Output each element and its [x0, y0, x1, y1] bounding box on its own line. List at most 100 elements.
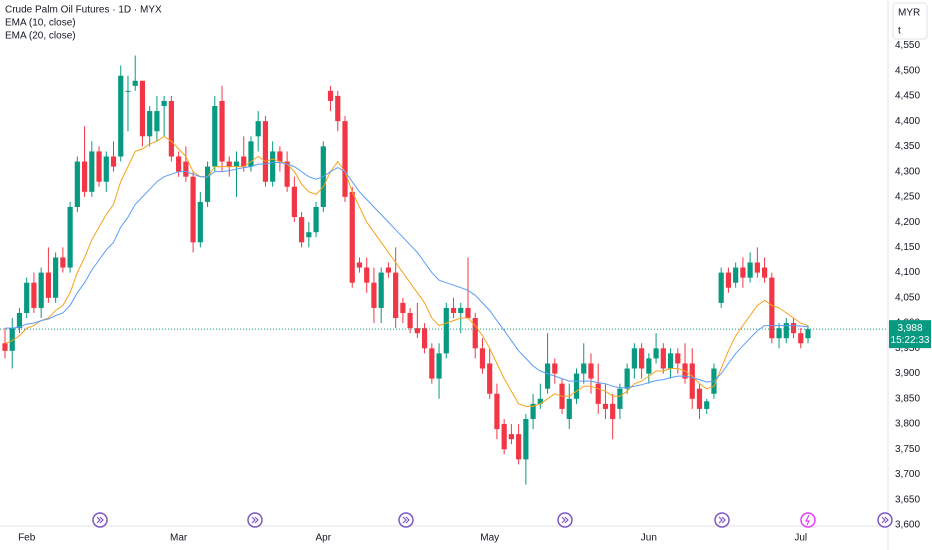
- candle-body: [465, 307, 471, 319]
- candle-body: [733, 267, 739, 283]
- candle-body: [653, 348, 659, 359]
- candle-body: [472, 318, 478, 349]
- candle-body: [183, 161, 189, 177]
- y-tick-label: 3,750: [895, 444, 920, 455]
- y-tick-label: 3,850: [895, 393, 920, 404]
- candle-body: [356, 262, 363, 268]
- candle-body: [689, 363, 695, 399]
- candle-body: [544, 363, 551, 389]
- event-icon[interactable]: [398, 512, 414, 528]
- event-icon[interactable]: [557, 512, 573, 528]
- candle-body: [805, 329, 811, 339]
- candle-body: [45, 272, 52, 298]
- candle-body: [96, 151, 102, 182]
- legend-entry: EMA (10, close): [5, 18, 76, 29]
- candle-body: [646, 358, 652, 374]
- candle-body: [631, 348, 637, 369]
- candle-body: [291, 186, 297, 218]
- event-icon[interactable]: [877, 512, 893, 528]
- candle-body: [458, 307, 464, 313]
- x-tick-label: May: [480, 533, 499, 544]
- candle-body: [60, 257, 66, 268]
- x-tick-label: Apr: [316, 533, 332, 544]
- currency: MYR: [898, 8, 920, 19]
- currency-box[interactable]: [892, 2, 928, 40]
- candle-body: [407, 312, 413, 329]
- price-label: 3,988: [897, 323, 922, 334]
- y-tick-label: 3,800: [895, 419, 920, 430]
- y-tick-label: 4,450: [895, 91, 920, 102]
- event-icon[interactable]: [800, 512, 816, 528]
- candle-body: [385, 267, 392, 273]
- candle-body: [516, 434, 522, 460]
- y-tick-label: 4,300: [895, 166, 920, 177]
- candle-body: [327, 90, 334, 101]
- y-tick-label: 3,950: [895, 343, 920, 354]
- y-tick-label: 4,550: [895, 40, 920, 51]
- candle-body: [747, 262, 753, 278]
- candle-body: [306, 232, 312, 238]
- candle-body: [241, 156, 247, 167]
- candle-body: [667, 353, 674, 369]
- candle-body: [581, 363, 587, 374]
- candle-body: [248, 141, 254, 167]
- candle-body: [443, 307, 449, 354]
- candle-body: [761, 267, 768, 278]
- candle-body: [566, 398, 572, 419]
- event-icon[interactable]: [247, 512, 263, 528]
- candle-body: [125, 90, 131, 92]
- candle-body: [349, 191, 355, 283]
- candle-body: [81, 161, 88, 192]
- candle-body: [610, 403, 616, 419]
- unit-label: t: [898, 26, 901, 37]
- candle-body: [450, 307, 457, 313]
- candle-body: [190, 176, 196, 243]
- candle-body: [154, 111, 160, 132]
- candle-body: [262, 121, 269, 182]
- candle-body: [270, 151, 276, 182]
- candle-body: [776, 328, 782, 339]
- y-tick-label: 4,500: [895, 65, 920, 76]
- candle-body: [400, 302, 406, 313]
- y-tick-label: 4,350: [895, 141, 920, 152]
- candle-body: [103, 156, 109, 182]
- y-tick-label: 4,200: [895, 217, 920, 228]
- y-tick-label: 3,600: [895, 520, 920, 531]
- x-tick-label: Jul: [794, 533, 807, 544]
- event-markers: [92, 512, 893, 528]
- candle-body: [342, 121, 348, 197]
- candle-body: [335, 95, 341, 122]
- y-tick-label: 4,100: [895, 267, 920, 278]
- candle-body: [364, 267, 370, 283]
- candle-body: [740, 267, 746, 278]
- y-tick-label: 4,250: [895, 192, 920, 203]
- candle-body: [595, 383, 601, 404]
- candle-body: [161, 100, 167, 107]
- candle-body: [284, 161, 290, 187]
- candle-body: [675, 353, 681, 364]
- candle-body: [660, 348, 666, 369]
- candle-body: [754, 262, 760, 273]
- event-icon[interactable]: [92, 512, 108, 528]
- candle-body: [421, 328, 428, 349]
- candle-body: [67, 206, 73, 268]
- candle-body: [718, 272, 724, 303]
- x-tick-label: Mar: [170, 533, 188, 544]
- candle-body: [573, 373, 580, 399]
- candle-body: [255, 121, 261, 137]
- candle-body: [299, 217, 305, 243]
- candle-body: [429, 348, 435, 379]
- candle-body: [704, 401, 710, 409]
- candle-body: [371, 282, 377, 308]
- event-icon[interactable]: [714, 512, 730, 528]
- legend-title: Crude Palm Oil Futures · 1D · MYX: [5, 5, 162, 16]
- candle-body: [139, 80, 146, 137]
- candle-body: [436, 353, 442, 379]
- candle-body: [197, 201, 203, 243]
- candle-body: [31, 282, 37, 308]
- candle-body: [798, 333, 804, 344]
- candle-body: [639, 348, 645, 369]
- candle-body: [494, 393, 500, 430]
